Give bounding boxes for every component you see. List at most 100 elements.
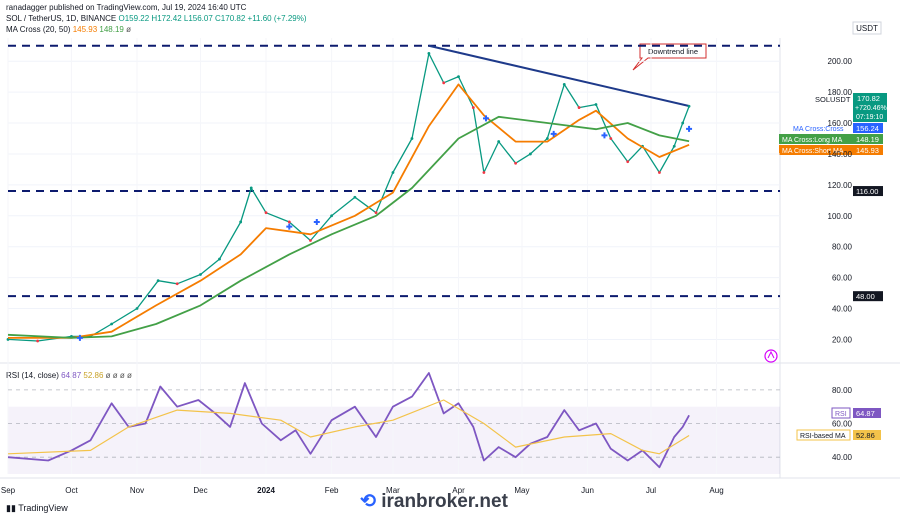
time-tick-label: 2024 <box>257 486 275 495</box>
price-point <box>442 81 446 85</box>
ma-short-value: 145.93 <box>72 25 98 34</box>
cross-value: 156.24 <box>856 124 879 133</box>
price-point <box>287 220 291 224</box>
time-tick-label: Aug <box>709 486 723 495</box>
rsi-tick-label: 40.00 <box>832 453 853 462</box>
level-116-text: 116.00 <box>856 187 878 196</box>
tradingview-brand-text: TradingView <box>18 503 68 513</box>
price-tick-label: 40.00 <box>832 305 853 314</box>
downtrend-label: Downtrend line <box>648 47 698 56</box>
rsi-ma-tag: RSI-based MA <box>800 433 846 440</box>
price-point <box>175 282 179 286</box>
ma-long-line <box>7 115 690 339</box>
ma-cross-marker <box>313 218 320 225</box>
ma-cross-marker <box>601 132 608 139</box>
price-point <box>594 103 598 106</box>
currency-box[interactable] <box>852 21 882 35</box>
price-point <box>457 75 460 79</box>
price-series-line <box>7 52 690 342</box>
pair-tag-bg <box>783 94 853 104</box>
ma-cross-marker <box>483 115 490 122</box>
price-point <box>110 322 114 326</box>
ma-suffix: ø <box>126 25 131 34</box>
price-point <box>471 106 475 109</box>
level-48-text: 48.00 <box>856 292 875 301</box>
price-label-stack: SOLUSDT 170.82 +720.46% 07:19:10 MA Cros… <box>779 93 887 155</box>
price-point <box>562 82 566 86</box>
short-value-bg <box>853 145 883 155</box>
price-tick-label: 20.00 <box>832 335 853 344</box>
published-text: ranadagger published on TradingView.com,… <box>6 3 247 12</box>
last-price-tag-bg <box>853 93 887 122</box>
ma-long-value: 148.19 <box>99 25 124 34</box>
time-tick-label: Sep <box>1 486 16 495</box>
countdown: 07:19:10 <box>856 114 883 121</box>
price-point <box>391 171 395 174</box>
price-point <box>239 220 243 224</box>
price-point <box>374 211 378 215</box>
cross-value-bg <box>853 123 883 133</box>
price-tick-label: 120.00 <box>828 181 853 190</box>
price-point <box>658 171 661 174</box>
symbol-line: SOL / TetherUS, 1D, BINANCE O159.22 H172… <box>6 14 307 23</box>
price-point <box>199 273 202 276</box>
price-point <box>497 140 501 143</box>
price-tick-label: 140.00 <box>828 150 853 159</box>
ma-label: MA Cross (20, 50) <box>6 25 71 34</box>
rsi-tag-bg <box>831 407 851 419</box>
tradingview-brand[interactable]: ▮▮ TradingView <box>6 503 68 514</box>
time-tick-label: Jul <box>646 486 656 495</box>
price-point <box>482 171 486 174</box>
rsi-suffix: ø ø ø ø <box>105 371 132 380</box>
short-tag: MA Cross:Short MA <box>782 148 844 155</box>
tradingview-logo-icon: ▮▮ <box>6 503 19 513</box>
rsi-ma-value-bg <box>853 430 881 440</box>
time-tick-label: Oct <box>65 486 78 495</box>
ma-cross-marker <box>286 223 293 230</box>
ma-cross-marker <box>686 125 693 132</box>
price-point <box>577 106 581 109</box>
rsi-ma-header-value: 52.86 <box>83 371 104 380</box>
downtrend-line <box>428 44 690 107</box>
alert-icon[interactable] <box>764 349 778 363</box>
price-point <box>687 104 691 108</box>
price-point <box>249 186 253 190</box>
price-tick-label: 160.00 <box>828 119 853 128</box>
price-point <box>514 161 518 165</box>
price-tick-label: 100.00 <box>828 212 853 221</box>
price-point <box>626 160 630 164</box>
ma-cross-marker <box>550 130 557 137</box>
price-point <box>156 279 160 283</box>
rsi-ma-value: 52.86 <box>856 431 875 440</box>
price-tick-label: 180.00 <box>828 88 853 97</box>
price-point <box>672 144 676 148</box>
short-value: 145.93 <box>856 146 879 155</box>
rsi-tick-label: 80.00 <box>832 386 853 395</box>
cross-tag: MA Cross:Cross <box>793 126 844 133</box>
price-point <box>545 137 549 140</box>
time-tick-label: Jun <box>581 486 594 495</box>
level-116-tag: 116.00 <box>853 186 883 197</box>
rsi-line <box>7 372 690 469</box>
rsi-tag: RSI <box>835 411 847 418</box>
long-value-bg <box>853 134 883 144</box>
long-value: 148.19 <box>856 135 879 144</box>
change-text: +11.60 (+7.29%) <box>247 14 307 23</box>
rsi-value: 64.87 <box>856 409 875 418</box>
ohlc-text: O159.22 H172.42 L156.07 C170.82 <box>118 14 246 23</box>
currency-label: USDT <box>856 24 878 33</box>
alert-icon-glyph <box>767 350 775 359</box>
price-point <box>309 239 312 242</box>
rsi-band <box>8 406 780 474</box>
price-point <box>264 211 268 215</box>
watermark: ⟲ iranbroker.net <box>360 490 508 513</box>
level-116-bg <box>853 186 883 197</box>
price-point <box>36 339 40 343</box>
rsi-tick-label: 60.00 <box>832 420 853 429</box>
price-tick-label: 60.00 <box>832 274 853 283</box>
rsi-ma-line <box>7 399 690 455</box>
price-point <box>353 195 357 199</box>
time-tick-label: Feb <box>325 486 339 495</box>
short-tag-bg <box>779 145 853 155</box>
